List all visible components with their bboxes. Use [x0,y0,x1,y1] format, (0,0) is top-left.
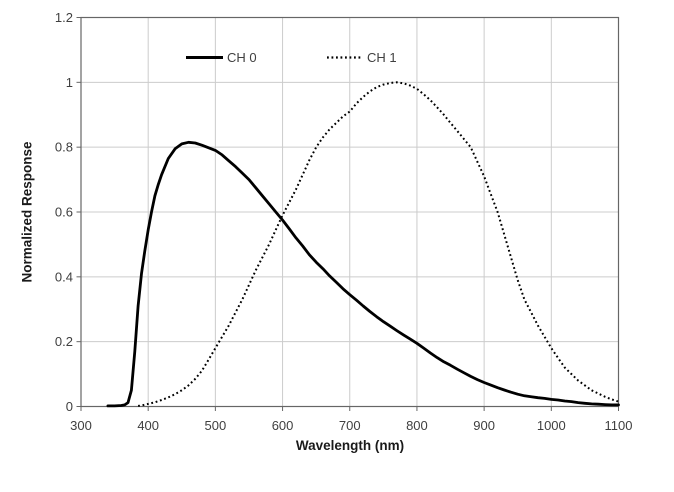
x-tick-label: 600 [272,418,294,433]
curve-ch1 [137,81,619,407]
y-tick-label: 0.2 [55,334,73,349]
legend-label-ch0: CH 0 [227,50,257,65]
x-tick-label: 500 [205,418,227,433]
x-tick-label: 900 [473,418,495,433]
x-tick-label: 300 [70,418,92,433]
x-tick-label: 700 [339,418,361,433]
y-tick-label: 0.8 [55,140,73,155]
data-series [106,81,620,408]
gridlines [81,17,619,407]
y-tick-label: 0.4 [55,269,73,284]
x-tick-label: 1000 [537,418,566,433]
y-tick-label: 0 [66,399,73,414]
x-tick-label: 800 [406,418,428,433]
x-axis-title: Wavelength (nm) [296,438,404,453]
x-tick-label: 400 [137,418,159,433]
y-tick-label: 0.6 [55,205,73,220]
y-axis-title: Normalized Response [20,141,35,283]
legend-label-ch1: CH 1 [367,50,397,65]
legend: CH 0 CH 1 [186,50,397,65]
y-tick-label: 1.2 [55,10,73,25]
x-tick-label: 1100 [605,418,633,433]
y-tick-label: 1 [66,75,73,90]
y-tick-labels: 0 0.2 0.4 0.6 0.8 1 1.2 [55,10,73,414]
tick-marks [76,17,619,411]
x-tick-labels: 300 400 500 600 700 800 900 1000 1100 [70,418,632,433]
curve-ch0 [106,140,620,408]
